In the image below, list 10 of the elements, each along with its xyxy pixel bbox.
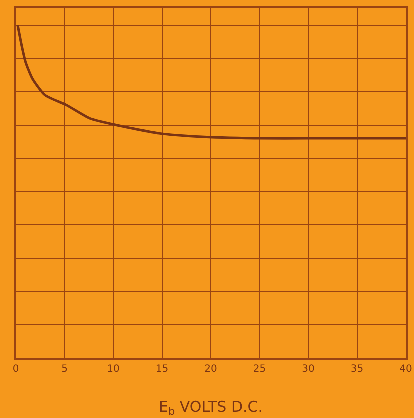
x-tick-label: 30 xyxy=(302,364,315,375)
x-tick-label: 0 xyxy=(12,364,20,375)
x-tick-label: 20 xyxy=(204,364,218,375)
x-tick-label: 40 xyxy=(400,364,412,375)
x-tick-label: 15 xyxy=(156,364,169,375)
x-tick-label: 10 xyxy=(107,364,120,375)
x-axis-title: E$_{b}$ VOLTS D.C. xyxy=(158,398,264,418)
x-tick-label: 35 xyxy=(350,364,364,375)
x-tick-label: 25 xyxy=(253,364,266,375)
x-tick-label: 5 xyxy=(62,364,68,375)
